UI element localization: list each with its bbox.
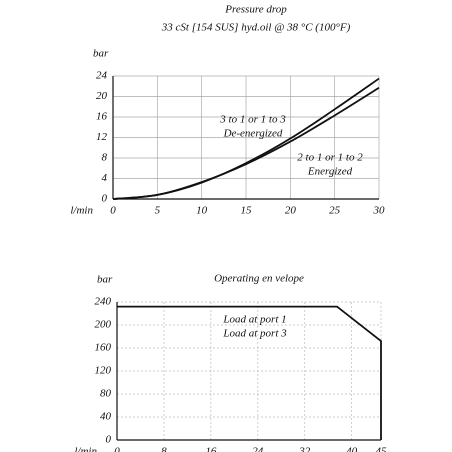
annotation: Load at port 1	[222, 314, 286, 326]
y-tick-label: 16	[96, 111, 108, 123]
data-line	[117, 305, 382, 440]
x-tick-label: 20	[285, 205, 297, 217]
y-tick-label: 4	[102, 172, 108, 184]
y-axis-label: bar	[97, 274, 113, 286]
x-tick-label: 8	[161, 446, 167, 452]
x-axis-label: l/min	[70, 205, 93, 217]
y-tick-label: 24	[96, 70, 108, 82]
chart-title: Pressure drop	[224, 4, 287, 16]
y-axis-label: bar	[93, 48, 109, 60]
x-axis-label: l/min	[74, 446, 97, 452]
y-tick-label: 0	[102, 193, 108, 205]
series-note: De-energized	[223, 128, 283, 140]
y-tick-label: 8	[102, 152, 108, 164]
chart-title: Operating en velope	[214, 273, 304, 285]
x-tick-label: 0	[114, 446, 120, 452]
x-tick-label: 10	[196, 205, 208, 217]
series-label: 2 to 1 or 1 to 2	[297, 152, 363, 164]
y-tick-label: 120	[95, 365, 112, 377]
x-tick-label: 0	[110, 205, 116, 217]
data-line	[112, 87, 380, 200]
y-tick-label: 12	[96, 131, 108, 143]
x-tick-label: 25	[329, 205, 341, 217]
y-tick-label: 40	[100, 411, 112, 423]
chart-subtitle: 33 cSt [154 SUS] hyd.oil @ 38 °C (100°F)	[161, 22, 351, 34]
x-tick-label: 45	[376, 446, 388, 452]
y-tick-label: 160	[95, 342, 112, 354]
y-tick-label: 80	[100, 388, 112, 400]
y-tick-label: 0	[106, 434, 112, 446]
x-tick-label: 16	[205, 446, 217, 452]
x-tick-label: 32	[298, 446, 311, 452]
y-tick-label: 200	[95, 319, 112, 331]
series-note: Energized	[307, 166, 353, 178]
x-tick-label: 40	[346, 446, 358, 452]
x-tick-label: 5	[155, 205, 161, 217]
x-tick-label: 15	[241, 205, 253, 217]
series-label: 3 to 1 or 1 to 3	[219, 114, 286, 126]
x-tick-label: 24	[252, 446, 264, 452]
x-tick-label: 30	[373, 205, 386, 217]
y-tick-label: 20	[96, 90, 108, 102]
y-tick-label: 240	[95, 296, 112, 308]
annotation: Load at port 3	[222, 328, 287, 340]
